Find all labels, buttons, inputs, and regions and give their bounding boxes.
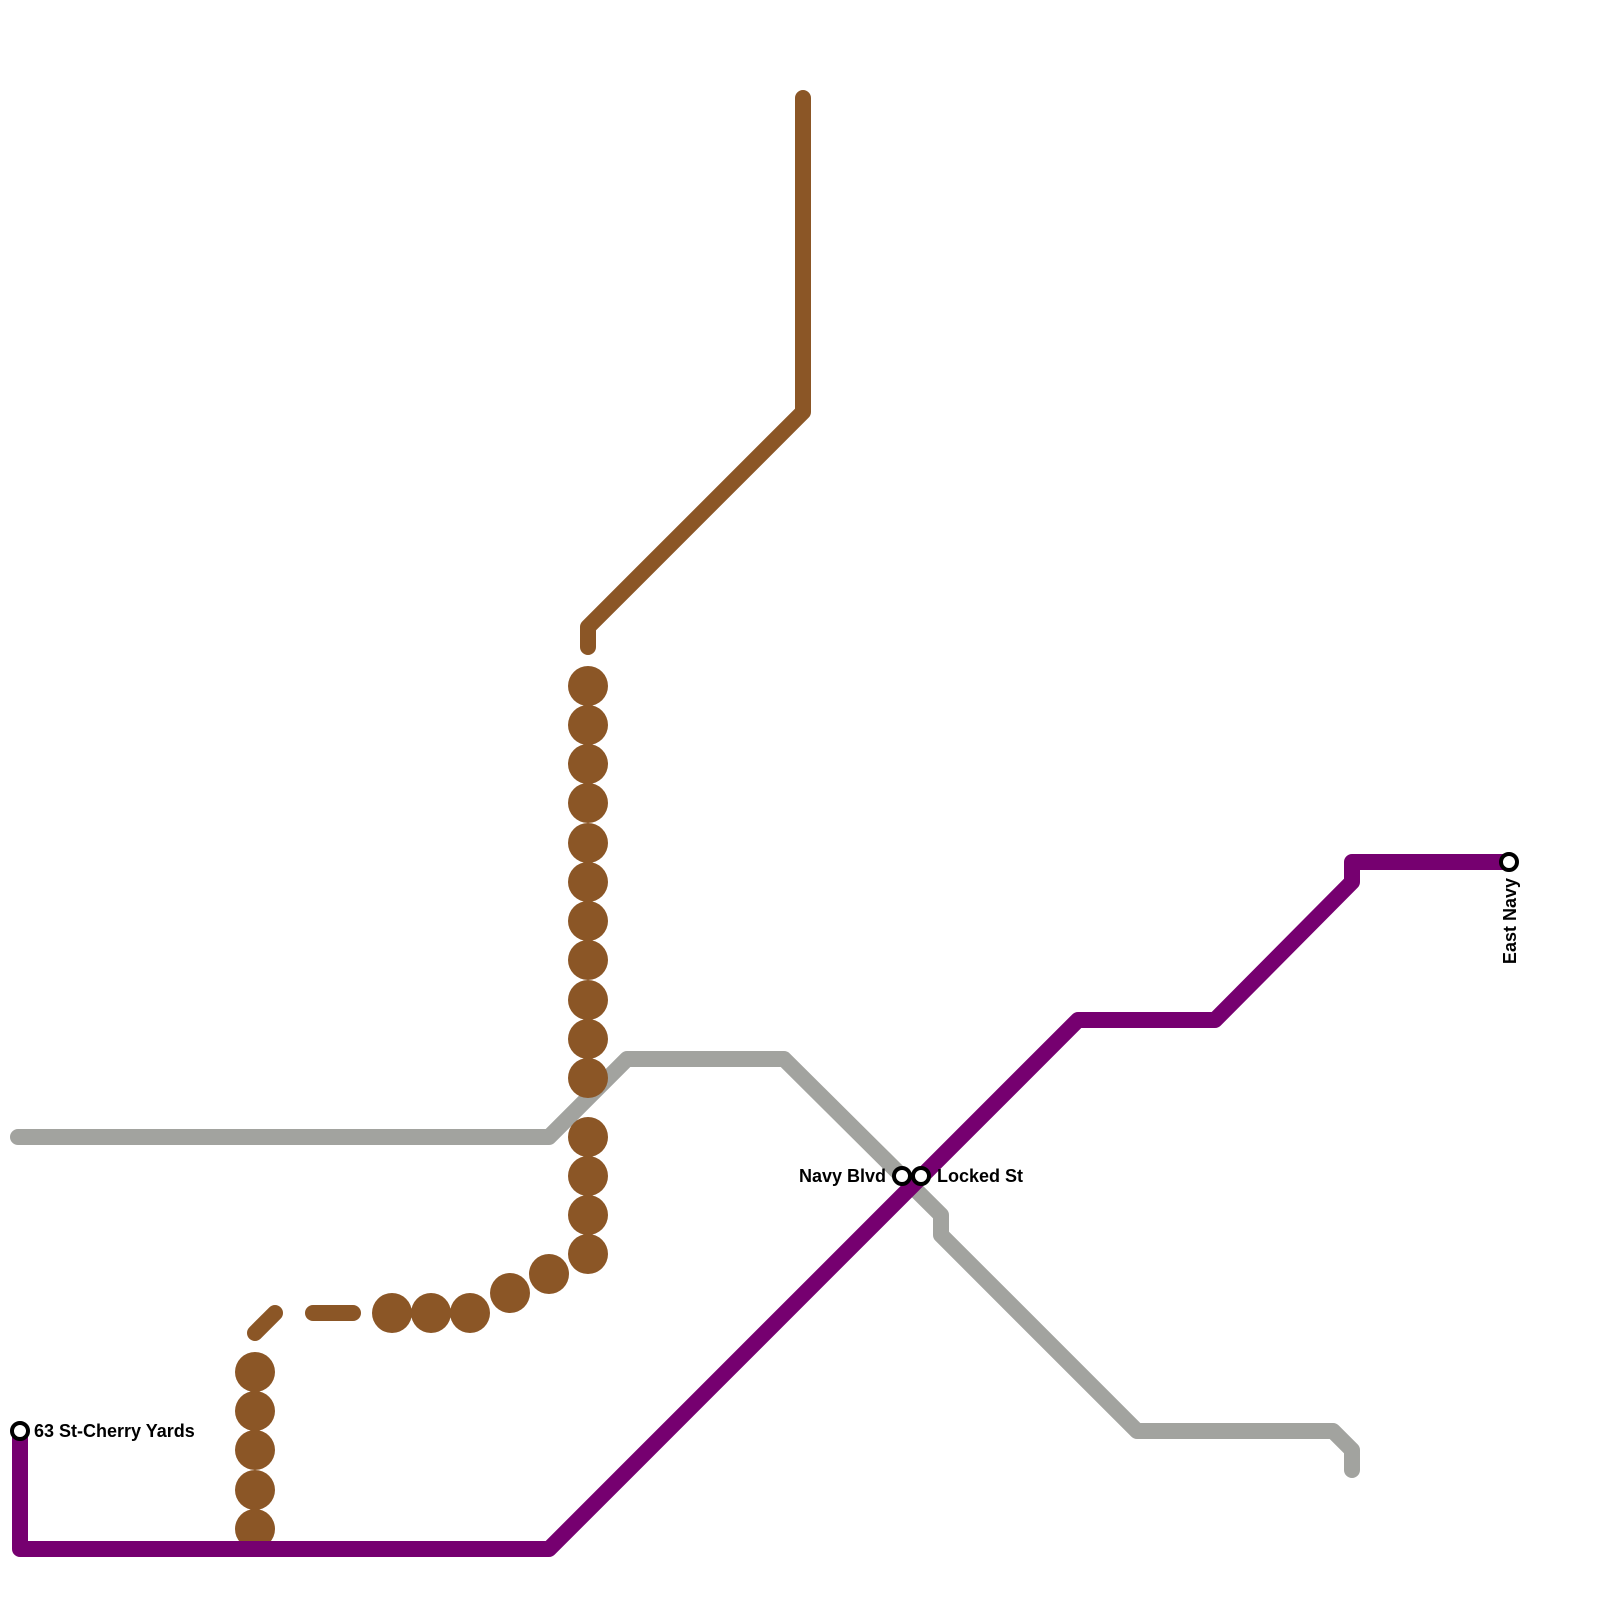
station xyxy=(911,1166,931,1186)
brown-line xyxy=(580,90,811,655)
brown-dot xyxy=(568,744,608,784)
brown-dot xyxy=(450,1293,490,1333)
station-label: 63 St-Cherry Yards xyxy=(34,1421,195,1441)
brown-dot xyxy=(372,1293,412,1333)
brown-dot xyxy=(568,1234,608,1274)
brown-dot xyxy=(235,1352,275,1392)
purple-line xyxy=(12,854,1517,1557)
station-label: Locked St xyxy=(937,1166,1023,1186)
brown-dot xyxy=(568,1195,608,1235)
station-label: Navy Blvd xyxy=(799,1166,886,1186)
brown-dot xyxy=(568,705,608,745)
brown-dot xyxy=(568,666,608,706)
brown-dot xyxy=(235,1391,275,1431)
brown-dot xyxy=(568,901,608,941)
brown-dot xyxy=(235,1470,275,1510)
brown-dot xyxy=(235,1509,275,1549)
brown-dot xyxy=(568,940,608,980)
brown-dot xyxy=(568,823,608,863)
brown-dot xyxy=(529,1254,569,1294)
brown-dot xyxy=(568,1058,608,1098)
brown-dot xyxy=(568,783,608,823)
brown-dash xyxy=(247,1305,283,1341)
brown-dots xyxy=(235,666,608,1549)
brown-dot xyxy=(411,1293,451,1333)
brown-dot xyxy=(568,1019,608,1059)
station xyxy=(1499,852,1519,872)
brown-dot xyxy=(235,1430,275,1470)
brown-dot xyxy=(568,1156,608,1196)
station xyxy=(10,1421,30,1441)
brown-dot xyxy=(568,1117,608,1157)
brown-dot xyxy=(568,862,608,902)
station-label: East Navy xyxy=(1500,878,1520,964)
brown-dot xyxy=(568,980,608,1020)
station xyxy=(892,1166,912,1186)
brown-dot xyxy=(490,1273,530,1313)
